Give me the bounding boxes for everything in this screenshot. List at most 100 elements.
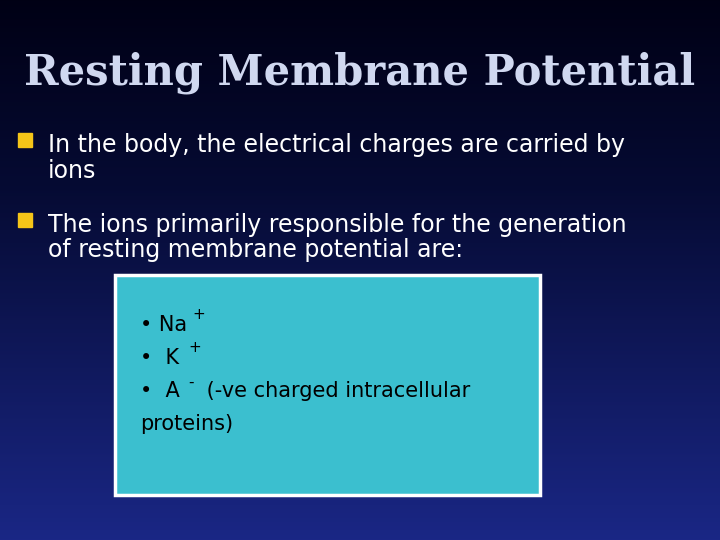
Bar [0,51,720,52]
Bar [0,195,720,196]
Bar [0,439,720,440]
Bar [0,113,720,114]
Bar [0,343,720,344]
Bar [0,291,720,292]
Bar [0,532,720,533]
Bar [0,4,720,5]
Bar [0,71,720,72]
Bar [0,189,720,190]
Bar [0,19,720,20]
Bar [0,55,720,56]
Bar [0,306,720,307]
Bar [0,11,720,12]
Bar [0,293,720,294]
Bar [0,26,720,27]
Bar [0,374,720,375]
Bar [0,68,720,69]
Bar [0,239,720,240]
Bar [0,529,720,530]
Bar [0,215,720,216]
Bar [0,222,720,223]
Bar [0,514,720,515]
Bar [0,266,720,267]
Bar [0,76,720,77]
Bar [0,377,720,378]
Bar [0,524,720,525]
Bar [0,401,720,402]
Bar [0,453,720,454]
Bar [0,45,720,46]
Bar [0,490,720,491]
Bar [0,386,720,387]
Bar [0,315,720,316]
Bar [0,268,720,269]
Bar [0,497,720,498]
Bar [0,214,720,215]
Bar [0,194,720,195]
Bar [0,98,720,99]
Bar [0,406,720,407]
Bar [0,213,720,214]
Bar [0,447,720,448]
Bar [0,329,720,330]
Bar [0,504,720,505]
Bar [0,31,720,32]
Bar [0,395,720,396]
Bar [0,376,720,377]
Bar [0,476,720,477]
Bar [0,409,720,410]
Bar [0,269,720,270]
Bar [0,27,720,28]
Bar [0,112,720,113]
Bar [0,165,720,166]
Bar [0,517,720,518]
Bar [0,346,720,347]
Bar [0,537,720,538]
Bar [0,9,720,10]
Bar [0,390,720,391]
Bar [0,424,720,425]
Bar [0,134,720,135]
Bar [0,340,720,341]
Bar [0,131,720,132]
Bar [0,173,720,174]
Bar [0,475,720,476]
Bar [0,427,720,428]
Bar [0,233,720,234]
Bar [0,277,720,278]
Bar [0,330,720,331]
Bar [0,400,720,401]
Bar [0,85,720,86]
Bar [0,496,720,497]
Bar [0,8,720,9]
Bar [0,43,720,44]
Bar [0,192,720,193]
Bar [0,440,720,441]
Bar [0,530,720,531]
Text: +: + [188,340,201,355]
Bar [0,464,720,465]
Bar [0,471,720,472]
Bar [0,355,720,356]
Bar [0,159,720,160]
Bar [0,152,720,153]
Bar [0,327,720,328]
Bar [0,523,720,524]
Bar [0,422,720,423]
Bar [0,300,720,301]
Bar [0,354,720,355]
Bar [0,191,720,192]
Bar [0,89,720,90]
Bar [0,421,720,422]
Bar [0,446,720,447]
Bar [0,443,720,444]
Bar [0,451,720,452]
Bar [0,317,720,318]
Bar [0,172,720,173]
Bar [0,137,720,138]
Bar [0,207,720,208]
Bar [0,428,720,429]
Bar [0,108,720,109]
Bar [0,294,720,295]
Bar [0,393,720,394]
